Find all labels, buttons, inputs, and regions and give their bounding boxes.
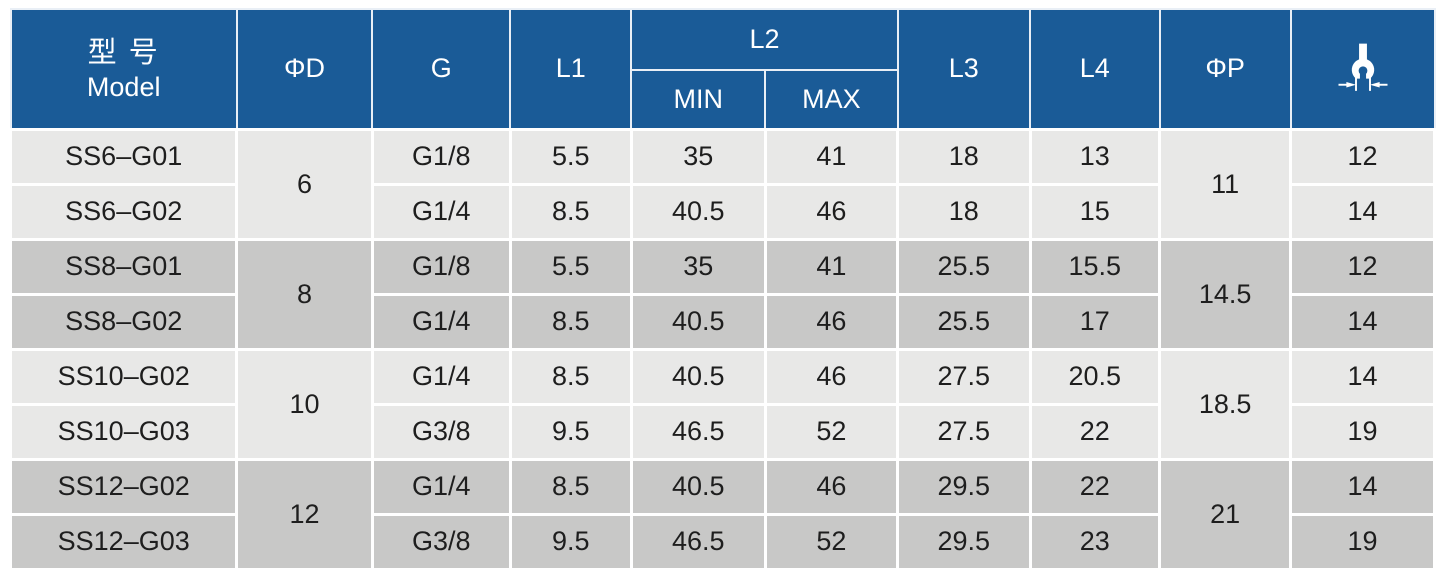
l2-max-cell: 46	[763, 292, 900, 351]
header-l1: L1	[509, 8, 633, 130]
af-cell: 12	[1289, 237, 1436, 296]
g-cell: G1/4	[370, 292, 512, 351]
af-cell: 19	[1289, 512, 1436, 571]
g-cell: G3/8	[370, 512, 512, 571]
table-row: SS10–G03 G3/8 9.5 46.5 52 27.5 22 19	[8, 402, 1436, 461]
l1-cell: 9.5	[508, 402, 633, 461]
header-model-zh: 型 号	[87, 36, 160, 69]
l4-cell: 22	[1028, 457, 1162, 516]
header-l2-max: MAX	[764, 69, 899, 130]
model-cell: SS12–G02	[8, 457, 239, 516]
wrench-across-flats-icon	[1338, 43, 1388, 91]
l2-max-cell: 46	[763, 182, 900, 241]
af-cell: 19	[1289, 402, 1436, 461]
g-cell: G1/4	[370, 347, 512, 406]
l3-cell: 18	[896, 127, 1032, 186]
table-row: SS10–G02 10 G1/4 8.5 40.5 46 27.5 20.5 1…	[8, 347, 1436, 461]
l4-cell: 17	[1028, 292, 1162, 351]
phi-p-cell: 11	[1158, 127, 1293, 241]
header-wrench	[1289, 8, 1436, 130]
header-phi-d: ΦD	[235, 8, 374, 130]
phi-d-cell: 6	[235, 127, 374, 241]
l1-cell: 9.5	[508, 512, 633, 571]
phi-p-cell: 21	[1158, 457, 1293, 571]
table-body: SS6–G01 6 G1/8 5.5 35 41 18 13 11 12 SS6…	[8, 127, 1436, 571]
l2-min-cell: 46.5	[629, 402, 767, 461]
header-l2: L2	[630, 8, 899, 71]
header-l4: L4	[1029, 8, 1161, 130]
l1-cell: 8.5	[508, 182, 633, 241]
header-phi-p: ΦP	[1158, 8, 1292, 130]
phi-p-cell: 14.5	[1158, 237, 1293, 351]
spec-table-container: 型 号 Model ΦD G L1 L2 L3 L4 ΦP	[8, 8, 1436, 571]
phi-d-cell: 12	[235, 457, 374, 571]
l2-max-cell: 52	[763, 512, 900, 571]
model-cell: SS6–G02	[8, 182, 239, 241]
header-model: 型 号 Model	[9, 8, 238, 130]
l1-cell: 5.5	[508, 237, 633, 296]
l4-cell: 15.5	[1028, 237, 1162, 296]
l3-cell: 29.5	[896, 512, 1032, 571]
l2-max-cell: 41	[763, 237, 900, 296]
g-cell: G1/4	[370, 457, 512, 516]
l4-cell: 13	[1028, 127, 1162, 186]
l2-min-cell: 35	[629, 237, 767, 296]
l3-cell: 27.5	[896, 347, 1032, 406]
af-cell: 14	[1289, 292, 1436, 351]
model-cell: SS8–G02	[8, 292, 239, 351]
phi-d-cell: 10	[235, 347, 374, 461]
table-row: SS6–G01 6 G1/8 5.5 35 41 18 13 11 12	[8, 127, 1436, 241]
af-cell: 14	[1289, 347, 1436, 406]
table-row: SS12–G02 12 G1/4 8.5 40.5 46 29.5 22 21 …	[8, 457, 1436, 571]
l2-min-cell: 40.5	[629, 182, 767, 241]
l3-cell: 27.5	[896, 402, 1032, 461]
l4-cell: 20.5	[1028, 347, 1162, 406]
l3-cell: 25.5	[896, 292, 1032, 351]
model-cell: SS10–G02	[8, 347, 239, 406]
table-row: SS8–G02 G1/4 8.5 40.5 46 25.5 17 14	[8, 292, 1436, 351]
table-header: 型 号 Model ΦD G L1 L2 L3 L4 ΦP	[9, 8, 1436, 130]
g-cell: G1/8	[370, 237, 512, 296]
model-cell: SS12–G03	[8, 512, 239, 571]
l2-max-cell: 52	[763, 402, 900, 461]
model-cell: SS6–G01	[8, 127, 239, 186]
l2-max-cell: 41	[763, 127, 900, 186]
g-cell: G3/8	[370, 402, 512, 461]
af-cell: 12	[1289, 127, 1436, 186]
l4-cell: 15	[1028, 182, 1162, 241]
af-cell: 14	[1289, 457, 1436, 516]
l2-max-cell: 46	[763, 347, 900, 406]
model-cell: SS8–G01	[8, 237, 239, 296]
l1-cell: 8.5	[508, 457, 633, 516]
l2-min-cell: 35	[629, 127, 767, 186]
phi-p-cell: 18.5	[1158, 347, 1293, 461]
l2-min-cell: 46.5	[629, 512, 767, 571]
g-cell: G1/8	[370, 127, 512, 186]
model-cell: SS10–G03	[8, 402, 239, 461]
l2-min-cell: 40.5	[629, 347, 767, 406]
l2-max-cell: 46	[763, 457, 900, 516]
header-l2-min: MIN	[630, 69, 767, 130]
l3-cell: 18	[896, 182, 1032, 241]
header-l3: L3	[896, 8, 1032, 130]
table-row: SS6–G02 G1/4 8.5 40.5 46 18 15 14	[8, 182, 1436, 241]
phi-d-cell: 8	[235, 237, 374, 351]
l4-cell: 22	[1028, 402, 1162, 461]
table-row: SS8–G01 8 G1/8 5.5 35 41 25.5 15.5 14.5 …	[8, 237, 1436, 351]
fitting-spec-table: 型 号 Model ΦD G L1 L2 L3 L4 ΦP	[8, 8, 1436, 571]
header-model-en: Model	[86, 71, 161, 102]
l2-min-cell: 40.5	[629, 457, 767, 516]
header-g: G	[371, 8, 512, 130]
l1-cell: 8.5	[508, 292, 633, 351]
l3-cell: 29.5	[896, 457, 1032, 516]
l4-cell: 23	[1028, 512, 1162, 571]
l2-min-cell: 40.5	[629, 292, 767, 351]
table-row: SS12–G03 G3/8 9.5 46.5 52 29.5 23 19	[8, 512, 1436, 571]
g-cell: G1/4	[370, 182, 512, 241]
l3-cell: 25.5	[896, 237, 1032, 296]
af-cell: 14	[1289, 182, 1436, 241]
l1-cell: 5.5	[508, 127, 633, 186]
l1-cell: 8.5	[508, 347, 633, 406]
